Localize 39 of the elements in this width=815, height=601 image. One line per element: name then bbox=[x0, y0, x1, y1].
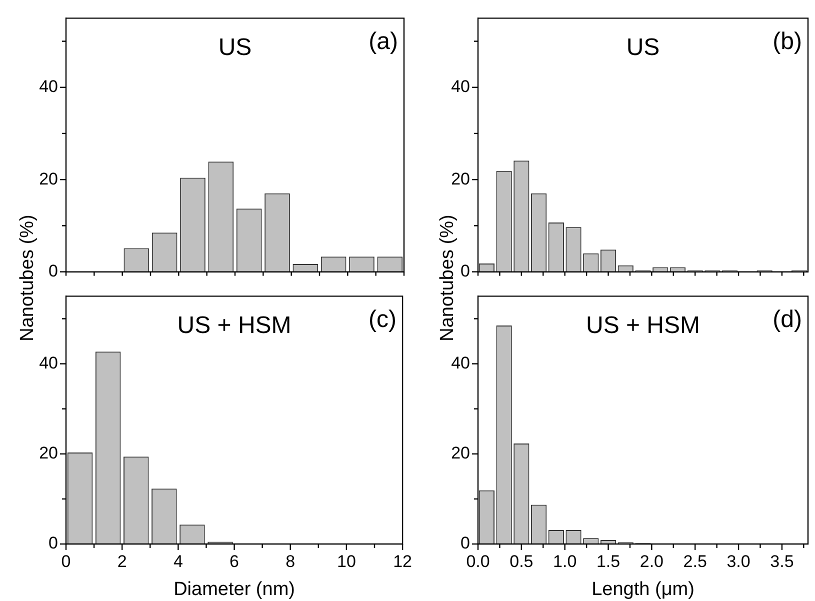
x-tick-label: 6 bbox=[230, 552, 240, 571]
text: US bbox=[218, 34, 252, 61]
x-tick-label: 3.0 bbox=[726, 552, 750, 571]
x-tick-label: 3.5 bbox=[770, 552, 794, 571]
x-tick-label: 0.0 bbox=[466, 552, 490, 571]
x-tick-label: 10 bbox=[336, 552, 356, 571]
text: US + HSM bbox=[177, 312, 292, 339]
annotation: (a) bbox=[368, 28, 398, 55]
y-axis-title: Nanotubes (%) bbox=[437, 214, 459, 342]
y-tick-label: 40 bbox=[39, 353, 58, 372]
x-tick-label: 2.5 bbox=[683, 552, 707, 571]
x-axis-title: Diameter (nm) bbox=[174, 578, 295, 600]
y-tick-label: 0 bbox=[460, 534, 470, 553]
x-tick-label: 1.5 bbox=[596, 552, 620, 571]
y-tick-label: 40 bbox=[451, 353, 470, 372]
x-axis-title: Length (μm) bbox=[592, 578, 694, 600]
y-tick-label: 20 bbox=[39, 169, 58, 188]
x-tick-label: 4 bbox=[173, 552, 183, 571]
x-tick-label: 8 bbox=[286, 552, 296, 571]
text: US + HSM bbox=[586, 312, 700, 339]
y-tick-label: 40 bbox=[451, 77, 470, 96]
text: US bbox=[626, 34, 660, 61]
y-tick-label: 20 bbox=[39, 444, 58, 463]
x-tick-label: 2 bbox=[117, 552, 127, 571]
y-tick-label: 0 bbox=[48, 534, 58, 553]
y-axis-title: Nanotubes (%) bbox=[17, 214, 39, 342]
y-tick-label: 20 bbox=[451, 444, 470, 463]
annotation: (b) bbox=[772, 28, 802, 55]
annotation: (d) bbox=[772, 306, 802, 333]
x-tick-label: 2.0 bbox=[640, 552, 664, 571]
y-tick-label: 0 bbox=[460, 261, 470, 280]
x-tick-label: 0 bbox=[61, 552, 71, 571]
x-tick-label: 0.5 bbox=[510, 552, 534, 571]
annotation: (c) bbox=[368, 306, 397, 333]
x-tick-label: 1.0 bbox=[553, 552, 577, 571]
y-tick-label: 20 bbox=[451, 169, 470, 188]
y-tick-label: 0 bbox=[48, 261, 58, 280]
x-tick-label: 12 bbox=[393, 552, 412, 571]
y-tick-label: 40 bbox=[39, 77, 58, 96]
